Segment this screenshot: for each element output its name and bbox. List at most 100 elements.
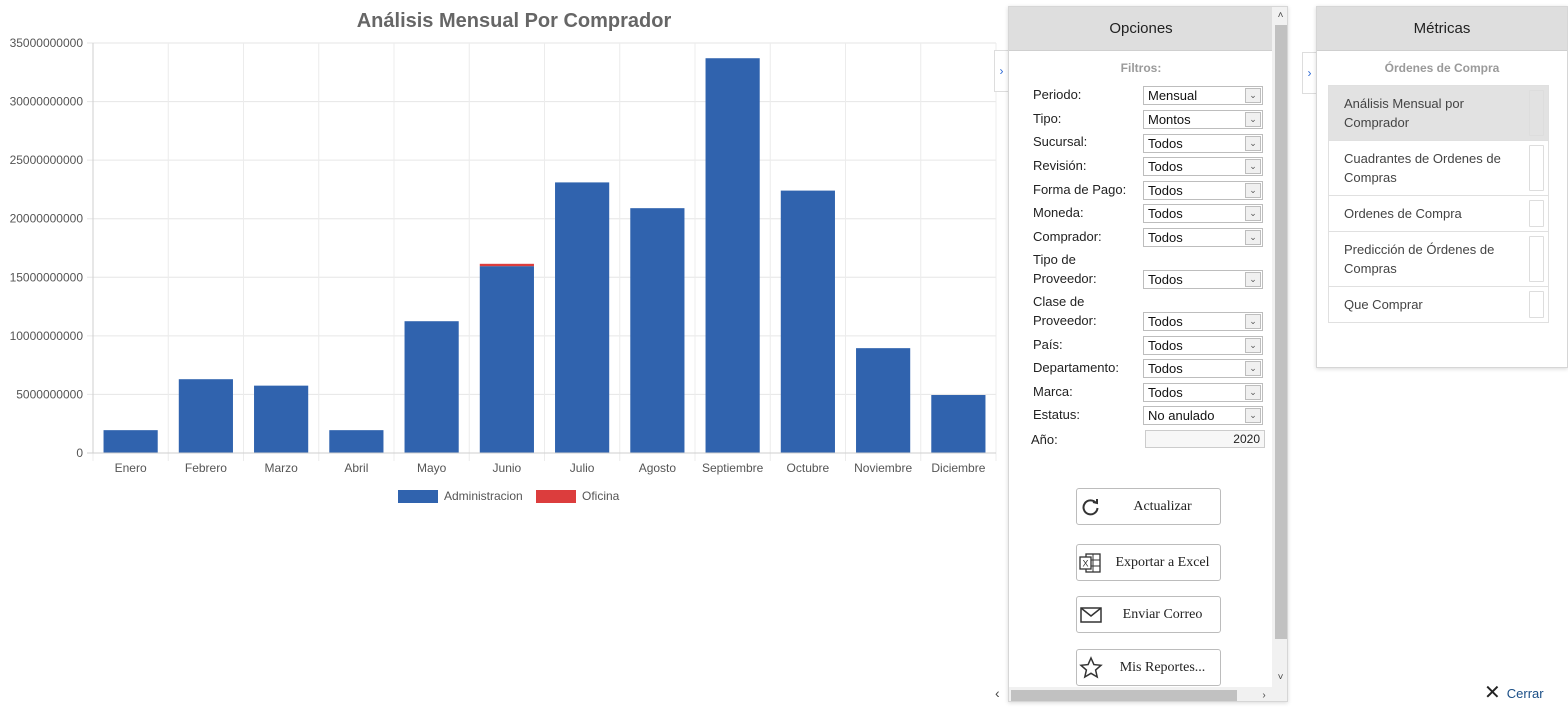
x-tick-label: Mayo [417,461,447,475]
filter-select[interactable]: Todos ⌄ [1143,181,1263,200]
y-tick-label: 15000000000 [10,270,84,284]
filter-select[interactable]: Todos ⌄ [1143,336,1263,355]
metrics-header: Métricas [1317,7,1567,51]
filter-select[interactable]: Mensual ⌄ [1143,86,1263,105]
scroll-up-icon[interactable]: ˄ [1277,9,1284,21]
scroll-down-icon[interactable]: ˅ [1277,671,1284,683]
metric-item-label: Que Comprar [1344,297,1423,312]
bar-administracion [178,379,233,453]
y-tick-label: 25000000000 [10,153,84,167]
filter-label: Forma de Pago: [1033,182,1127,197]
chevron-down-icon: ⌄ [1245,385,1261,400]
vertical-scrollbar[interactable]: ˄ ˅ [1272,7,1287,691]
filter-select[interactable]: Todos ⌄ [1143,270,1263,289]
star-icon [1077,650,1105,685]
metric-item-label: Ordenes de Compra [1344,206,1462,221]
metric-item[interactable]: Análisis Mensual por Comprador [1329,86,1548,141]
filter-label: Marca: [1033,384,1073,399]
y-tick-label: 30000000000 [10,95,84,109]
enviar-correo-button[interactable]: Enviar Correo [1076,596,1221,633]
bar-administracion [479,266,534,453]
filter-row: Marca: Todos ⌄ [1033,382,1265,402]
filters-label: Filtros: [1120,61,1162,75]
metric-item[interactable]: Ordenes de Compra [1329,196,1548,232]
filter-row: Estatus: No anulado ⌄ [1033,405,1265,425]
filter-select-value: Todos [1148,361,1183,376]
x-tick-label: Diciembre [931,461,985,475]
filter-select[interactable]: Todos ⌄ [1143,359,1263,378]
filter-select[interactable]: Todos ⌄ [1143,383,1263,402]
bar-chart: Análisis Mensual Por Comprador 350000000… [10,10,997,503]
filter-label: Estatus: [1033,407,1080,422]
metric-item-marker [1529,90,1544,136]
button-label: Enviar Correo [1122,606,1203,622]
filter-row: Tipo: Montos ⌄ [1033,109,1265,129]
button-label: Actualizar [1133,498,1192,514]
metric-item[interactable]: Cuadrantes de Ordenes de Compras [1329,141,1548,196]
year-label: Año: [1031,432,1058,447]
metric-item[interactable]: Que Comprar [1329,287,1548,322]
button-label: Mis Reportes... [1119,659,1206,675]
filter-label: Tipo: [1033,111,1062,126]
chevron-down-icon: ⌄ [1245,183,1261,198]
chart-title: Análisis Mensual Por Comprador [357,10,672,32]
metrics-list: Análisis Mensual por Comprador Cuadrantes… [1328,85,1549,323]
bar-administracion [856,348,911,453]
filter-select[interactable]: Todos ⌄ [1143,204,1263,223]
exportar-a-excel-button[interactable]: X Exportar a Excel [1076,544,1221,581]
excel-icon: X [1077,545,1105,580]
filter-select-value: Todos [1148,159,1183,174]
bar-administracion [780,190,835,453]
filter-select[interactable]: Todos ⌄ [1143,157,1263,176]
filter-select-value: Todos [1148,136,1183,151]
bar-administracion [705,58,760,453]
year-input[interactable]: 2020 [1145,430,1265,448]
metric-item-label: Análisis Mensual por Comprador [1344,96,1464,130]
chevron-down-icon: ⌄ [1245,88,1261,103]
filter-select-value: Todos [1148,338,1183,353]
chevron-right-icon: › [1307,66,1312,80]
filter-select-value: Todos [1148,183,1183,198]
x-tick-label: Octubre [787,461,830,475]
metric-item-marker [1529,236,1544,282]
metrics-expand-tab[interactable]: › [1302,52,1316,94]
options-expand-tab[interactable]: › [994,50,1008,92]
filter-select-value: Montos [1148,112,1191,127]
chevron-down-icon: ⌄ [1245,338,1261,353]
filter-select[interactable]: No anulado ⌄ [1143,406,1263,425]
actualizar-button[interactable]: Actualizar [1076,488,1221,525]
bar-administracion [555,182,610,453]
options-header: Opciones [1009,7,1273,51]
filter-select[interactable]: Todos ⌄ [1143,134,1263,153]
legend-label: Administracion [444,489,523,503]
filter-label: Periodo: [1033,87,1082,102]
metric-item-marker [1529,200,1544,227]
mis-reportes-button[interactable]: Mis Reportes... [1076,649,1221,686]
filter-select[interactable]: Todos ⌄ [1143,228,1263,247]
button-label: Exportar a Excel [1115,554,1210,570]
filter-label: Clase de Proveedor: [1033,294,1097,328]
filter-select[interactable]: Montos ⌄ [1143,110,1263,129]
metric-item-label: Cuadrantes de Ordenes de Compras [1344,151,1501,185]
bar-administracion [103,430,158,453]
filter-row: País: Todos ⌄ [1033,335,1265,355]
filter-label: Revisión: [1033,158,1087,173]
x-tick-label: Agosto [639,461,677,475]
scroll-left-icon[interactable] [1008,687,1009,702]
metric-item-marker [1529,145,1544,191]
scroll-thumb-horizontal[interactable] [1011,690,1237,701]
filter-row: Departamento: Todos ⌄ [1033,358,1265,378]
close-button[interactable]: ✕ Cerrar [1484,683,1544,703]
filter-select[interactable]: Todos ⌄ [1143,312,1263,331]
metrics-panel: Métricas Órdenes de Compra Análisis Mens… [1316,6,1568,368]
scroll-left-icon[interactable]: ‹ [995,685,1000,701]
mail-icon [1077,597,1105,632]
metric-item[interactable]: Predicción de Órdenes de Compras [1329,232,1548,287]
horizontal-scrollbar[interactable]: › [1008,687,1287,702]
scroll-thumb[interactable] [1275,25,1287,639]
y-tick-label: 35000000000 [10,36,84,50]
y-tick-label: 5000000000 [16,387,83,401]
filter-label: Tipo de Proveedor: [1033,252,1097,286]
scroll-right-icon[interactable]: › [1262,689,1266,701]
filter-row: Moneda: Todos ⌄ [1033,203,1265,223]
